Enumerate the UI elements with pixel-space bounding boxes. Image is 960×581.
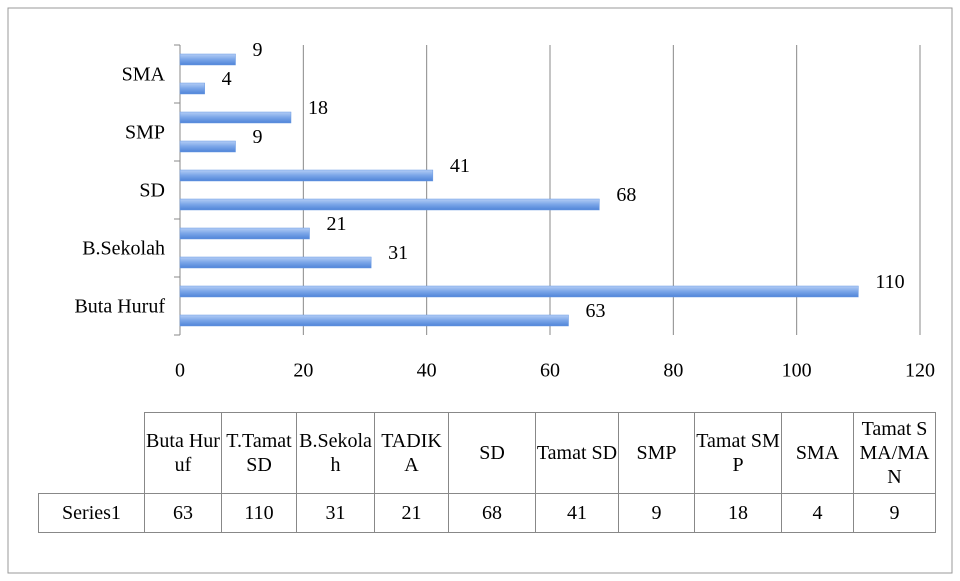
table-cell: 41 <box>535 493 619 533</box>
x-tick-label: 60 <box>540 360 560 382</box>
table-cell: 9 <box>618 493 695 533</box>
data-label: 9 <box>253 39 263 61</box>
x-tick-label: 120 <box>905 360 935 382</box>
table-cell: 110 <box>221 493 297 533</box>
y-tick-label: SMA <box>122 64 166 86</box>
bar <box>179 285 859 298</box>
table-header-cell: SMP <box>618 412 695 494</box>
table-header-cell: SD <box>448 412 536 494</box>
data-label: 110 <box>875 271 904 293</box>
data-label: 4 <box>222 68 232 90</box>
table-cell: 18 <box>694 493 782 533</box>
table-header-cell: Tamat SMP <box>694 412 782 494</box>
table-header-cell: SMA <box>781 412 854 494</box>
table-cell: 21 <box>374 493 449 533</box>
x-tick-label: 20 <box>293 360 313 382</box>
data-label: 63 <box>586 300 606 322</box>
table-corner <box>39 413 145 494</box>
x-tick-label: 100 <box>782 360 812 382</box>
bar <box>179 111 292 124</box>
data-label: 21 <box>327 213 347 235</box>
table-cell: 68 <box>448 493 536 533</box>
x-tick-label: 40 <box>417 360 437 382</box>
data-label: 41 <box>450 155 470 177</box>
data-label: 18 <box>308 97 328 119</box>
data-label: 31 <box>388 242 408 264</box>
data-label: 9 <box>253 126 263 148</box>
table-cell: 9 <box>853 493 936 533</box>
bar <box>179 198 600 211</box>
y-tick-label: Buta Huruf <box>74 296 165 318</box>
table-cell: 4 <box>781 493 854 533</box>
legend-label: Series1 <box>38 493 145 533</box>
table-header-row: Buta Huruf T.Tamat SD B.Sekolah TADIKA SD Tam… <box>39 412 936 494</box>
table-header-cell: Buta Huruf <box>144 412 222 494</box>
y-tick-label: B.Sekolah <box>82 238 165 260</box>
table-cell: 63 <box>144 493 222 533</box>
x-tick-label: 0 <box>175 360 185 382</box>
table-cell: 31 <box>296 493 375 533</box>
bar <box>179 256 372 269</box>
bar <box>179 314 569 327</box>
x-tick-label: 80 <box>663 360 683 382</box>
table-header-cell: Tamat SD <box>535 412 619 494</box>
table-header-cell: T.Tamat SD <box>221 412 297 494</box>
bar <box>179 169 434 182</box>
bar <box>179 53 236 66</box>
table-header-cell: TADIKA <box>374 412 449 494</box>
table-row: Series1 63 110 31 21 68 41 9 18 4 9 <box>38 493 936 533</box>
bar <box>179 82 205 95</box>
y-tick-label: SMP <box>125 122 165 144</box>
table-header-cell: Tamat SMA/MAN <box>853 412 936 494</box>
bar <box>179 227 310 240</box>
y-tick-label: SD <box>139 180 165 202</box>
data-table: Buta Huruf T.Tamat SD B.Sekolah TADIKA SD Tam… <box>38 412 936 533</box>
data-label: 68 <box>616 184 636 206</box>
bar <box>179 140 236 153</box>
table-header-cell: B.Sekolah <box>296 412 375 494</box>
